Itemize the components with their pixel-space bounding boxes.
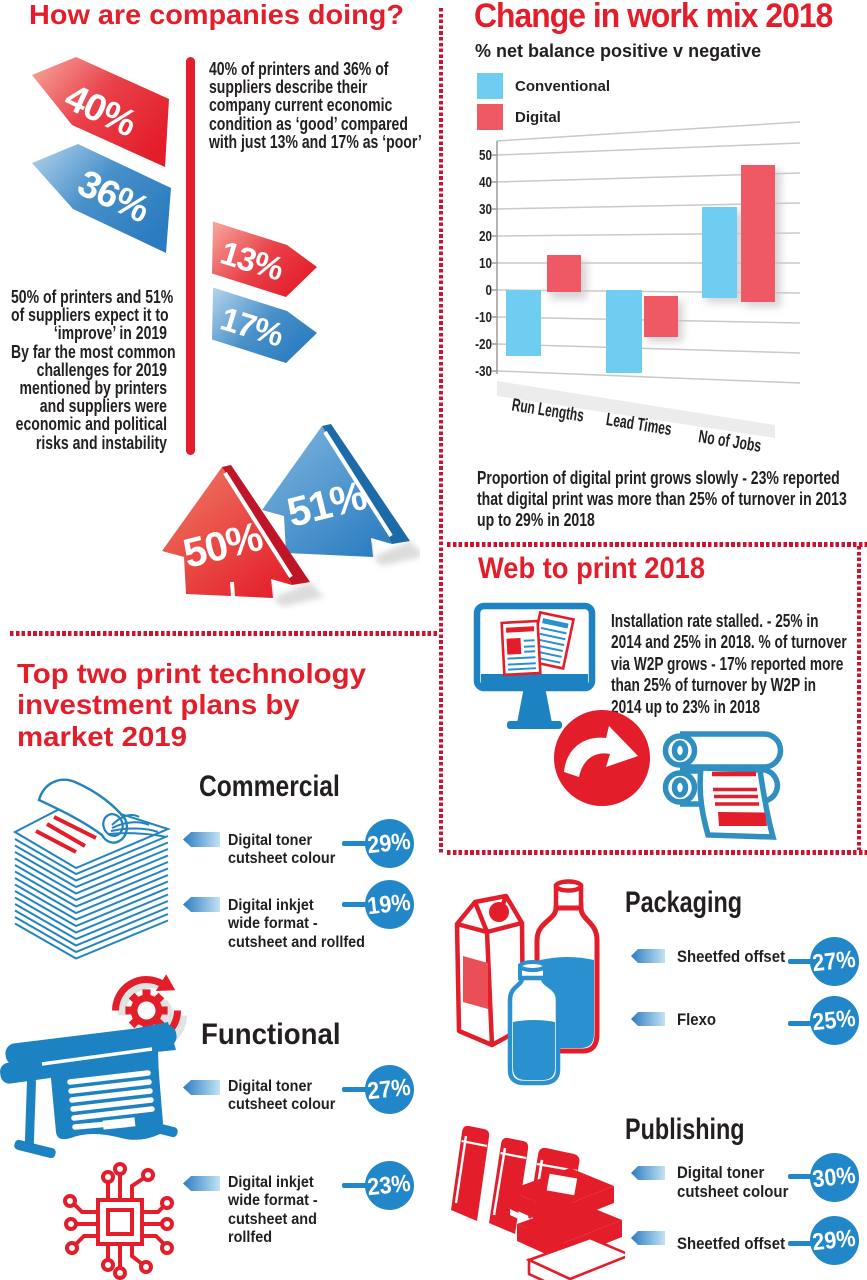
svg-text:-10: -10: [475, 309, 492, 326]
svg-text:0: 0: [485, 282, 492, 299]
svg-text:40: 40: [479, 174, 492, 191]
svg-text:50: 50: [479, 147, 492, 164]
svg-text:17%: 17%: [216, 300, 288, 354]
svg-text:-30: -30: [475, 363, 492, 380]
svg-text:10: 10: [479, 255, 492, 272]
svg-text:13%: 13%: [216, 234, 288, 288]
svg-text:20: 20: [479, 228, 492, 245]
svg-text:30: 30: [479, 201, 492, 218]
svg-text:-20: -20: [475, 336, 492, 353]
